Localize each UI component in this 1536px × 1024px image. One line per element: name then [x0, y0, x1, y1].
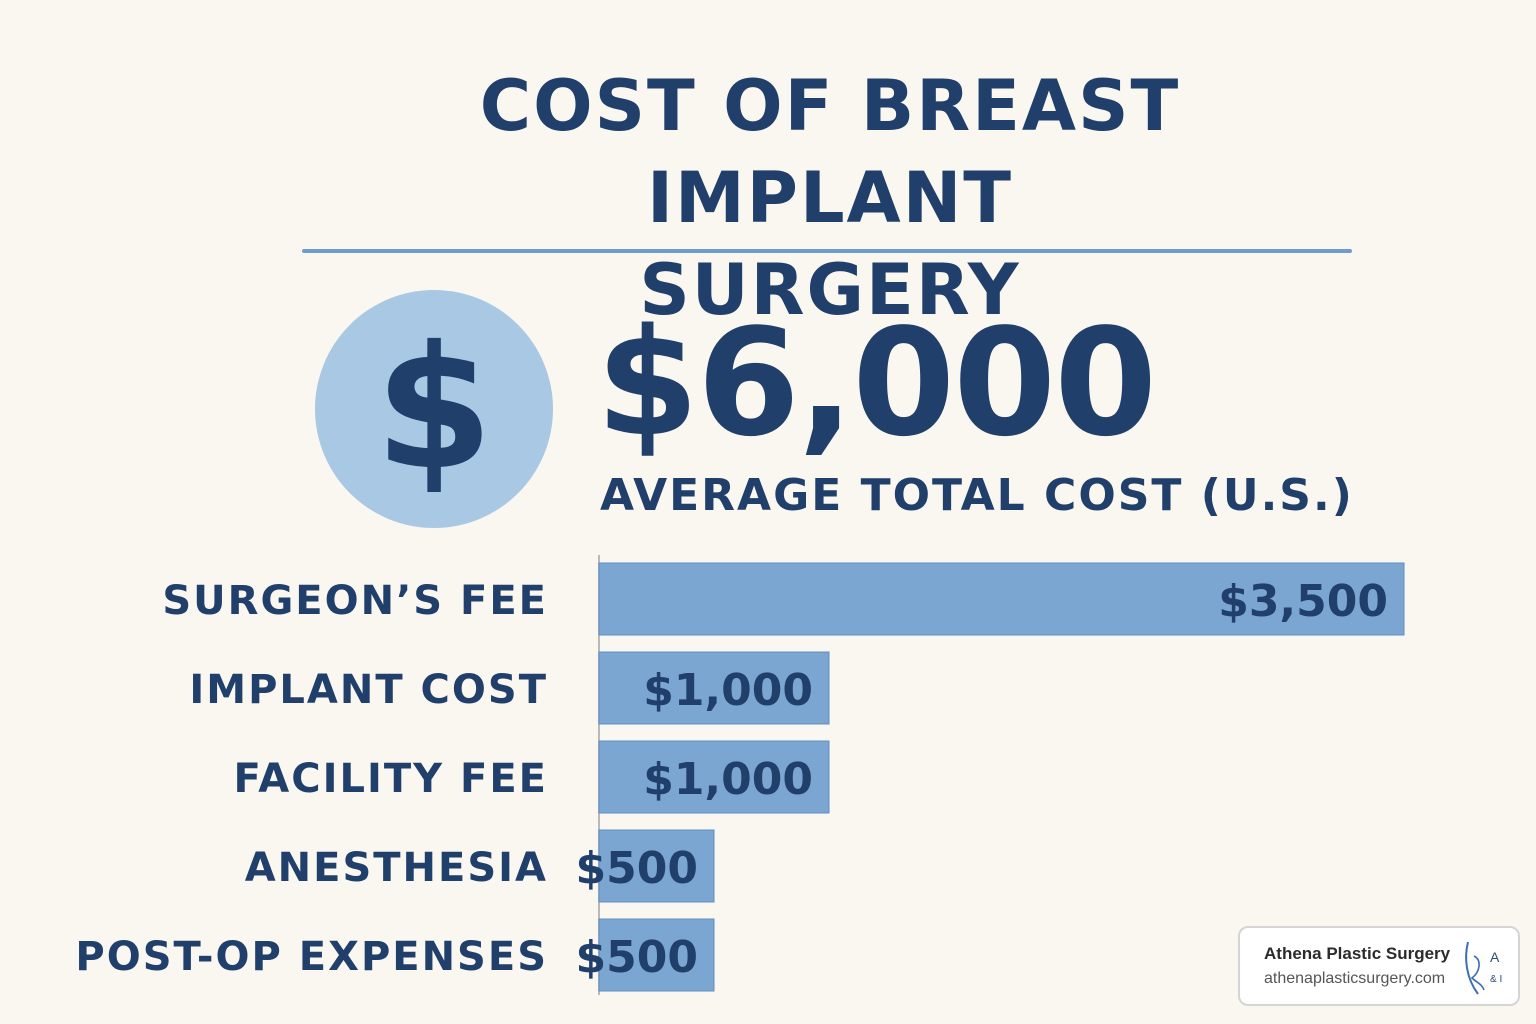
logo-subtext: & I	[1490, 974, 1502, 985]
bar-value-label: $3,500	[1218, 576, 1388, 627]
category-label: ANESTHESIA	[245, 845, 548, 891]
bar-0	[598, 562, 1405, 636]
category-label: SURGEON’S FEE	[162, 578, 548, 624]
bar-4	[598, 918, 715, 992]
total-cost-label: AVERAGE TOTAL COST (U.S.)	[600, 470, 1354, 521]
category-label: POST-OP EXPENSES	[75, 934, 548, 980]
dollar-glyph: $	[374, 310, 494, 508]
title-line-1: COST OF BREAST IMPLANT	[479, 65, 1181, 239]
bar-value-label: $1,000	[643, 665, 813, 716]
footer-website: athenaplasticsurgery.com	[1264, 970, 1446, 987]
title-line-2: SURGERY	[639, 249, 1021, 331]
bar-2	[598, 740, 830, 814]
page-title: COST OF BREAST IMPLANT SURGERY	[300, 60, 1360, 336]
dollar-icon: $	[315, 290, 553, 528]
bar-value-label: $1,000	[643, 754, 813, 805]
category-label: IMPLANT COST	[189, 667, 548, 713]
total-cost-value: $6,000	[596, 297, 1157, 469]
bar-1	[598, 651, 830, 725]
bar-3	[598, 829, 715, 903]
athena-logo-icon: A & I	[1465, 941, 1502, 995]
logo-letter: A	[1490, 949, 1500, 965]
category-label: FACILITY FEE	[234, 756, 548, 802]
footer-brand-card: Athena Plastic Surgery athenaplasticsurg…	[1238, 926, 1520, 1006]
footer-brand-name: Athena Plastic Surgery	[1264, 944, 1451, 963]
title-divider	[302, 249, 1352, 253]
bar-value-label: $500	[576, 843, 698, 894]
bar-value-label: $500	[576, 932, 698, 983]
